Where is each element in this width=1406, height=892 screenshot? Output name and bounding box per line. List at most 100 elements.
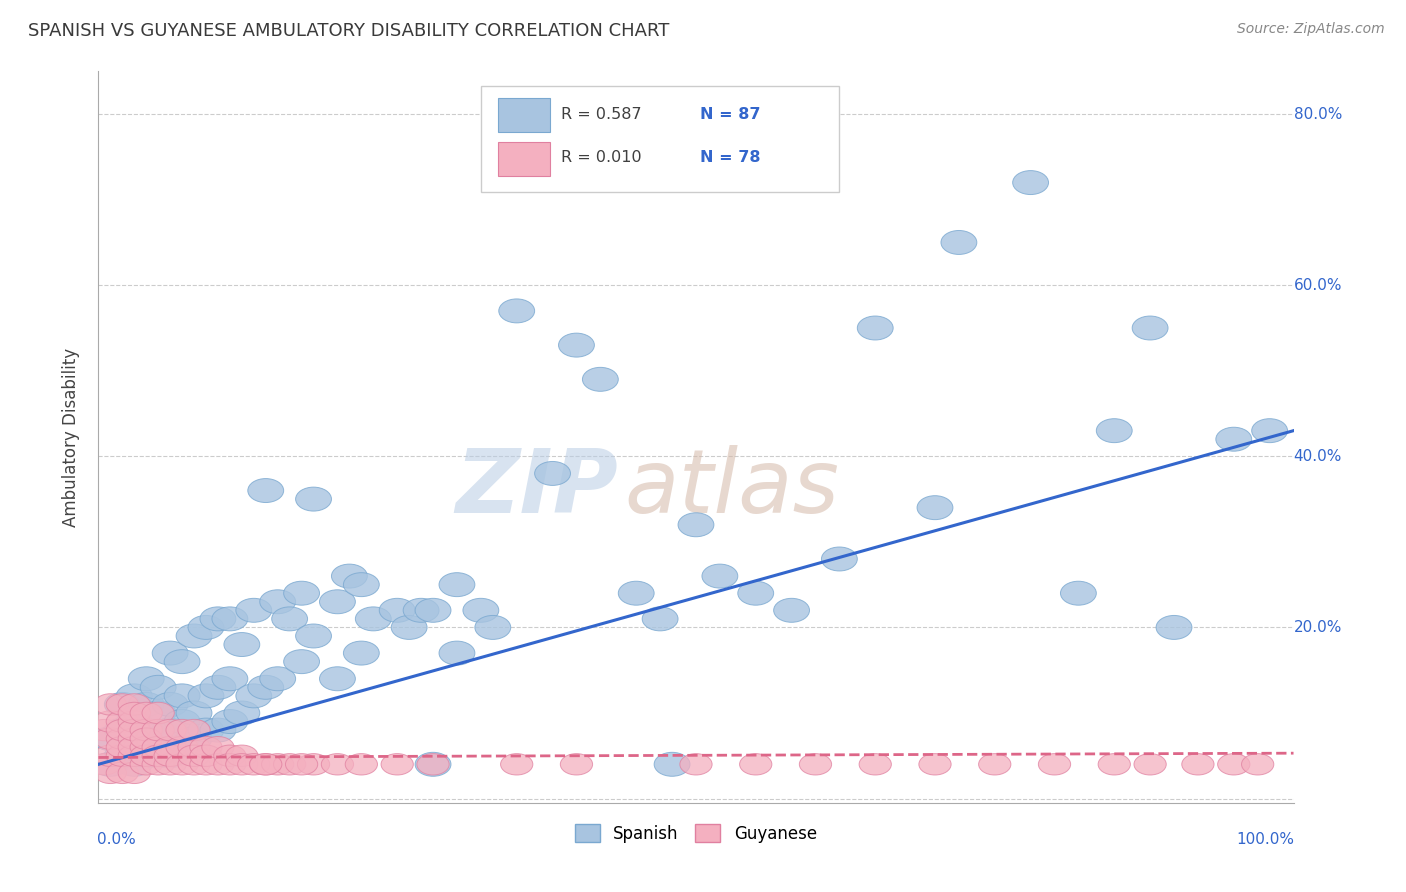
Ellipse shape	[212, 607, 247, 631]
Ellipse shape	[285, 754, 318, 775]
Ellipse shape	[118, 694, 150, 715]
Ellipse shape	[179, 737, 209, 758]
Ellipse shape	[224, 701, 260, 725]
Ellipse shape	[284, 582, 319, 605]
Ellipse shape	[94, 762, 127, 783]
Ellipse shape	[94, 711, 127, 732]
Ellipse shape	[107, 719, 138, 740]
Ellipse shape	[226, 745, 257, 766]
Ellipse shape	[463, 599, 499, 623]
Ellipse shape	[190, 754, 222, 775]
Ellipse shape	[200, 718, 236, 742]
Ellipse shape	[104, 718, 141, 742]
Ellipse shape	[319, 590, 356, 614]
Ellipse shape	[176, 727, 212, 750]
Ellipse shape	[152, 718, 188, 742]
Ellipse shape	[582, 368, 619, 392]
Ellipse shape	[142, 745, 174, 766]
Ellipse shape	[619, 582, 654, 605]
Text: 40.0%: 40.0%	[1294, 449, 1341, 464]
Ellipse shape	[561, 754, 592, 775]
Ellipse shape	[104, 692, 141, 716]
Ellipse shape	[501, 754, 533, 775]
Ellipse shape	[179, 719, 209, 740]
Ellipse shape	[439, 573, 475, 597]
Ellipse shape	[499, 299, 534, 323]
Ellipse shape	[155, 754, 186, 775]
Ellipse shape	[131, 728, 162, 749]
Ellipse shape	[107, 694, 138, 715]
Ellipse shape	[128, 692, 165, 716]
Ellipse shape	[212, 709, 247, 733]
Ellipse shape	[380, 599, 415, 623]
Ellipse shape	[1132, 316, 1168, 340]
Ellipse shape	[1060, 582, 1097, 605]
Ellipse shape	[821, 547, 858, 571]
Ellipse shape	[214, 745, 246, 766]
Ellipse shape	[920, 754, 950, 775]
Text: R = 0.010: R = 0.010	[561, 150, 641, 165]
Text: 80.0%: 80.0%	[1294, 107, 1341, 121]
Ellipse shape	[274, 754, 305, 775]
Ellipse shape	[200, 607, 236, 631]
Ellipse shape	[1251, 418, 1288, 442]
Ellipse shape	[166, 737, 198, 758]
Text: SPANISH VS GUYANESE AMBULATORY DISABILITY CORRELATION CHART: SPANISH VS GUYANESE AMBULATORY DISABILIT…	[28, 22, 669, 40]
Ellipse shape	[439, 641, 475, 665]
Y-axis label: Ambulatory Disability: Ambulatory Disability	[62, 348, 80, 526]
Ellipse shape	[93, 752, 128, 776]
Ellipse shape	[128, 718, 165, 742]
Ellipse shape	[1241, 754, 1274, 775]
Ellipse shape	[1216, 427, 1251, 451]
Ellipse shape	[226, 754, 257, 775]
Ellipse shape	[107, 711, 138, 732]
Ellipse shape	[131, 737, 162, 758]
Text: 20.0%: 20.0%	[1294, 620, 1341, 635]
Ellipse shape	[740, 754, 772, 775]
Ellipse shape	[93, 727, 128, 750]
Ellipse shape	[284, 649, 319, 673]
Ellipse shape	[118, 745, 150, 766]
Ellipse shape	[131, 745, 162, 766]
Ellipse shape	[800, 754, 831, 775]
Ellipse shape	[212, 667, 247, 690]
Ellipse shape	[1098, 754, 1130, 775]
Ellipse shape	[142, 719, 174, 740]
Text: ZIP: ZIP	[456, 445, 619, 532]
Text: atlas: atlas	[624, 445, 839, 532]
Ellipse shape	[118, 702, 150, 723]
Ellipse shape	[142, 737, 174, 758]
Ellipse shape	[94, 694, 127, 715]
Ellipse shape	[1012, 170, 1049, 194]
Ellipse shape	[155, 737, 186, 758]
Text: N = 87: N = 87	[700, 107, 761, 122]
Ellipse shape	[152, 692, 188, 716]
Ellipse shape	[558, 333, 595, 357]
Ellipse shape	[271, 607, 308, 631]
Ellipse shape	[260, 667, 295, 690]
FancyBboxPatch shape	[498, 143, 550, 176]
Ellipse shape	[176, 624, 212, 648]
Ellipse shape	[381, 754, 413, 775]
Ellipse shape	[643, 607, 678, 631]
Ellipse shape	[1039, 754, 1070, 775]
Ellipse shape	[238, 754, 270, 775]
Ellipse shape	[404, 599, 439, 623]
Ellipse shape	[418, 754, 449, 775]
Ellipse shape	[654, 752, 690, 776]
Ellipse shape	[678, 513, 714, 537]
Ellipse shape	[128, 744, 165, 768]
Ellipse shape	[773, 599, 810, 623]
Ellipse shape	[1182, 754, 1213, 775]
Ellipse shape	[104, 744, 141, 768]
FancyBboxPatch shape	[481, 86, 839, 192]
Ellipse shape	[155, 719, 186, 740]
Ellipse shape	[176, 701, 212, 725]
Ellipse shape	[236, 599, 271, 623]
Ellipse shape	[152, 641, 188, 665]
Ellipse shape	[179, 754, 209, 775]
Ellipse shape	[356, 607, 391, 631]
Ellipse shape	[141, 744, 176, 768]
Ellipse shape	[415, 752, 451, 776]
Ellipse shape	[475, 615, 510, 640]
